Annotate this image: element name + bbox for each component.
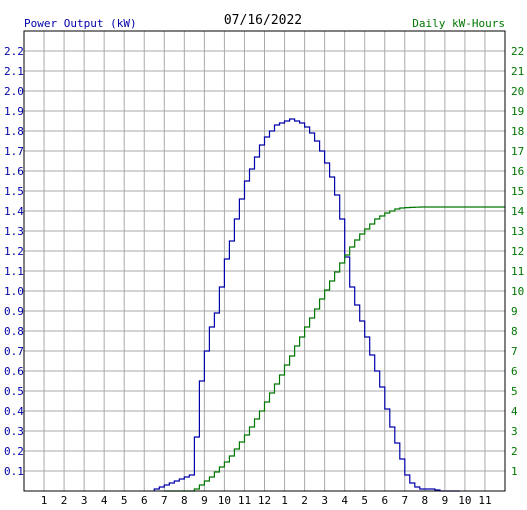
left-y-ticks: 0.1 0.2 0.3 0.4 0.5 0.6 0.7 0.8 0.9 1.0 1.1 1.2 1.3 1… <box>4 45 24 478</box>
y-tick-label: 1.9 <box>4 105 24 118</box>
y-tick-label: 0.9 <box>4 305 24 318</box>
power-output-line <box>153 118 460 492</box>
y-tick-label: 1.2 <box>4 245 24 258</box>
y-tick-label: 1.4 <box>4 205 24 218</box>
x-tick-label: 9 <box>201 494 208 507</box>
x-tick-label: 8 <box>181 494 188 507</box>
left-axis-header: Power Output (kW) <box>24 17 137 30</box>
y-tick-label: 0.7 <box>4 345 24 358</box>
y2-tick-label: 17 <box>511 145 524 158</box>
x-tick-label: 3 <box>321 494 328 507</box>
y2-tick-label: 15 <box>511 185 524 198</box>
x-tick-label: 11 <box>238 494 251 507</box>
x-tick-label: 5 <box>361 494 368 507</box>
y2-tick-label: 4 <box>511 405 518 418</box>
x-tick-label: 9 <box>442 494 449 507</box>
series <box>153 118 505 492</box>
x-tick-label: 8 <box>422 494 429 507</box>
x-tick-label: 7 <box>401 494 408 507</box>
x-tick-label: 10 <box>218 494 231 507</box>
y2-tick-label: 16 <box>511 165 524 178</box>
y-tick-label: 1.0 <box>4 285 24 298</box>
x-tick-label: 3 <box>81 494 88 507</box>
x-ticks: 1 2 3 4 5 6 7 8 9 10 11 12 1 2 3 4 5 6 7 8 9 10 11 <box>41 494 492 507</box>
y2-tick-label: 19 <box>511 105 524 118</box>
y2-tick-label: 14 <box>511 205 525 218</box>
plot-frame <box>23 30 506 492</box>
y2-tick-label: 10 <box>511 285 524 298</box>
y2-tick-label: 12 <box>511 245 524 258</box>
y-tick-label: 2.0 <box>4 85 24 98</box>
y2-tick-label: 21 <box>511 65 524 78</box>
y-tick-label: 1.6 <box>4 165 24 178</box>
y-tick-label: 0.6 <box>4 365 24 378</box>
x-tick-label: 6 <box>381 494 388 507</box>
y2-tick-label: 13 <box>511 225 524 238</box>
x-tick-label: 12 <box>258 494 271 507</box>
x-tick-label: 6 <box>141 494 148 507</box>
y2-tick-label: 3 <box>511 425 518 438</box>
y-tick-label: 1.1 <box>4 265 24 278</box>
y-tick-label: 0.1 <box>4 465 24 478</box>
y-tick-label: 0.4 <box>4 405 24 418</box>
x-tick-label: 7 <box>161 494 168 507</box>
y-tick-label: 0.5 <box>4 385 24 398</box>
x-tick-label: 1 <box>281 494 288 507</box>
y2-tick-label: 11 <box>511 265 524 278</box>
x-tick-label: 1 <box>41 494 48 507</box>
x-tick-label: 4 <box>341 494 348 507</box>
grid <box>24 31 505 491</box>
y-tick-label: 2.1 <box>4 65 24 78</box>
chart-title: 07/16/2022 <box>224 13 302 28</box>
x-tick-label: 2 <box>61 494 68 507</box>
y2-tick-label: 7 <box>511 345 518 358</box>
y-tick-label: 0.8 <box>4 325 24 338</box>
y2-tick-label: 18 <box>511 125 524 138</box>
x-tick-label: 11 <box>478 494 491 507</box>
y2-tick-label: 5 <box>511 385 518 398</box>
y2-tick-label: 2 <box>511 445 518 458</box>
y-tick-label: 1.5 <box>4 185 24 198</box>
x-tick-label: 10 <box>458 494 471 507</box>
y-tick-label: 1.3 <box>4 225 24 238</box>
y2-tick-label: 1 <box>511 465 518 478</box>
x-tick-label: 4 <box>101 494 108 507</box>
right-axis-header: Daily kW-Hours <box>412 17 505 30</box>
y2-tick-label: 6 <box>511 365 518 378</box>
y-tick-label: 1.7 <box>4 145 24 158</box>
x-tick-label: 2 <box>301 494 308 507</box>
y2-tick-label: 20 <box>511 85 524 98</box>
y2-tick-label: 22 <box>511 45 524 58</box>
y-tick-label: 1.8 <box>4 125 24 138</box>
y-tick-label: 2.2 <box>4 45 24 58</box>
y2-tick-label: 8 <box>511 325 518 338</box>
daily-kwh-line <box>164 206 505 492</box>
y-tick-label: 0.3 <box>4 425 24 438</box>
y-tick-label: 0.2 <box>4 445 24 458</box>
x-tick-label: 5 <box>121 494 128 507</box>
y2-tick-label: 9 <box>511 305 518 318</box>
